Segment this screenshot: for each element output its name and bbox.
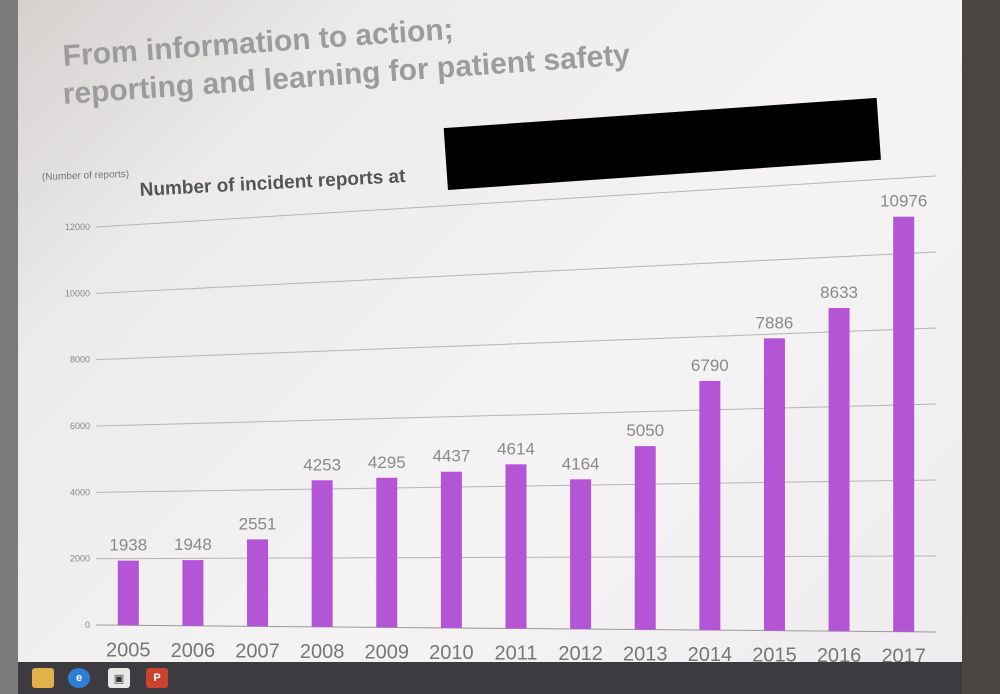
- chart-title: Number of incident reports at: [139, 166, 406, 201]
- x-tick-label: 2011: [494, 643, 537, 665]
- powerpoint-icon[interactable]: P: [146, 668, 168, 688]
- gridline: [95, 403, 937, 427]
- internet-explorer-icon[interactable]: e: [68, 668, 90, 688]
- data-label: 7886: [756, 313, 794, 332]
- y-axis-label: (Number of reports): [42, 169, 130, 183]
- y-tick-label: 8000: [70, 355, 90, 365]
- bar-chart-svg: (Number of reports) Number of incident r…: [42, 97, 937, 668]
- x-tick-label: 2016: [817, 645, 862, 667]
- bar: [440, 471, 462, 628]
- y-tick-label: 2000: [70, 554, 90, 564]
- data-label: 4614: [497, 439, 535, 458]
- bar: [828, 307, 850, 632]
- x-tick-label: 2006: [171, 640, 216, 662]
- presentation-slide: From information to action; reporting an…: [18, 0, 962, 672]
- projector-right-edge: [962, 0, 1000, 694]
- y-tick-label: 6000: [70, 421, 90, 431]
- y-axis-ticks: 0 2000 4000 6000 8000 10000 12000: [65, 222, 90, 630]
- bar-chart: (Number of reports) Number of incident r…: [18, 0, 962, 672]
- data-label: 10976: [880, 192, 927, 211]
- bar: [763, 338, 785, 631]
- bar: [311, 480, 333, 627]
- x-axis-labels: 2005 2006 2007 2008 2009 2010 2011 2012 2013 2014…: [106, 639, 926, 667]
- data-label: 4253: [303, 455, 341, 474]
- x-tick-label: 2009: [365, 641, 410, 663]
- x-tick-label: 2012: [558, 643, 603, 665]
- bar: [376, 477, 398, 628]
- data-label: 1938: [109, 536, 147, 555]
- gridline: [95, 175, 937, 228]
- redaction-box: [443, 97, 881, 190]
- data-label: 6790: [691, 356, 729, 375]
- bar: [634, 446, 656, 630]
- data-label: 8633: [820, 283, 858, 302]
- store-icon[interactable]: ▣: [108, 668, 130, 688]
- bar: [182, 560, 204, 626]
- x-tick-label: 2014: [688, 644, 733, 666]
- bar: [505, 464, 527, 629]
- x-tick-label: 2007: [235, 640, 280, 662]
- gridline: [95, 327, 937, 361]
- data-label: 5050: [626, 421, 664, 440]
- y-tick-label: 12000: [65, 222, 90, 232]
- data-label: 2551: [239, 514, 277, 533]
- bar: [247, 539, 269, 627]
- gridline: [95, 251, 937, 294]
- bar: [570, 479, 592, 630]
- data-label: 4437: [432, 447, 470, 466]
- chart-bars: [117, 216, 915, 632]
- folder-icon[interactable]: [32, 668, 54, 688]
- taskbar: e ▣ P: [18, 662, 962, 694]
- x-tick-label: 2010: [429, 642, 474, 664]
- bar: [117, 560, 139, 626]
- x-tick-label: 2008: [300, 641, 345, 663]
- y-tick-label: 10000: [65, 288, 90, 298]
- data-labels: 1938 1948 2551 4253 4295 4437 4614 4164 5050 6790…: [109, 192, 927, 555]
- data-label: 4295: [368, 453, 406, 472]
- data-label: 1948: [174, 535, 212, 554]
- bar: [893, 216, 915, 632]
- bar: [699, 380, 721, 631]
- y-tick-label: 0: [85, 620, 90, 630]
- projector-left-edge: [0, 0, 18, 694]
- x-tick-label: 2013: [623, 644, 668, 666]
- data-label: 4164: [562, 454, 600, 473]
- x-tick-label: 2005: [106, 639, 151, 661]
- y-tick-label: 4000: [70, 487, 90, 497]
- x-tick-label: 2015: [752, 645, 797, 667]
